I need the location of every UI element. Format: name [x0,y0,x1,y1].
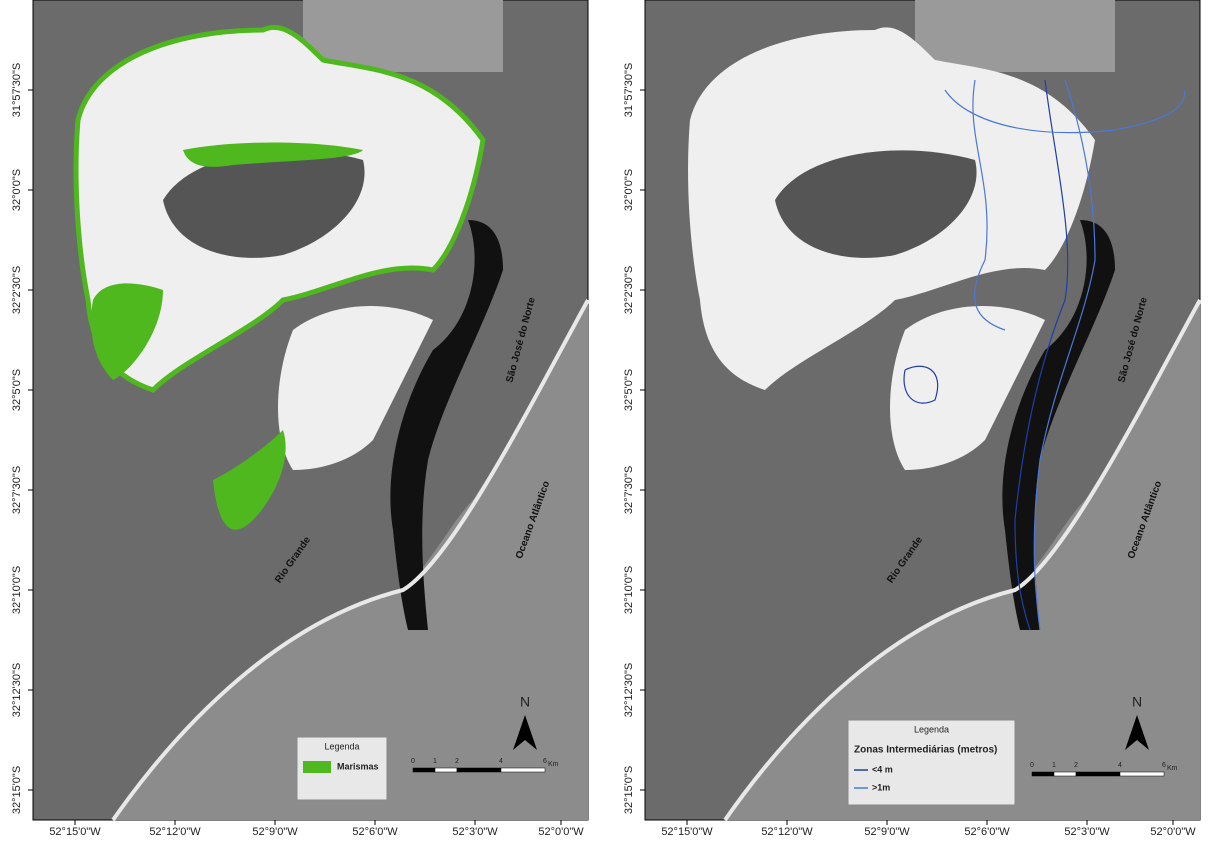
x-label: 52°3'0"W [1064,826,1110,838]
y-label: 32°5'0"S [11,369,23,411]
scale-segment [413,768,435,772]
x-label: 52°15'0"W [49,826,101,838]
scale-label: 1 [1052,762,1056,769]
x-label: 52°0'0"W [1150,826,1196,838]
scale-unit: Km [1167,765,1178,772]
scale-segment [501,768,545,772]
y-label: 32°2'30"S [11,266,23,314]
y-label: 31°57'30"S [11,63,23,117]
legend-item: <4 m [872,764,893,774]
legend-item: Marismas [337,761,379,771]
y-label: 32°10'0"S [11,566,23,614]
legend-title: Legenda [914,724,949,734]
y-label: 32°15'0"S [11,766,23,814]
x-label: 52°12'0"W [149,826,201,838]
scale-segment [1120,772,1164,776]
x-label: 52°6'0"W [964,826,1010,838]
y-label: 32°2'30"S [623,266,635,314]
image-strip [915,0,1115,72]
x-label: 52°3'0"W [452,826,498,838]
y-label: 32°15'0"S [623,766,635,814]
y-label: 32°10'0"S [623,566,635,614]
x-label: 52°9'0"W [252,826,298,838]
y-label: 32°5'0"S [623,369,635,411]
scale-label: 2 [1074,762,1078,769]
y-label: 32°0'0"S [11,169,23,211]
y-label: 32°12'30"S [623,663,635,717]
x-label: 52°9'0"W [864,826,910,838]
scale-segment [1054,772,1076,776]
scale-segment [1032,772,1054,776]
x-label: 52°6'0"W [352,826,398,838]
scale-unit: Km [548,761,559,768]
scale-label: 6 [543,758,547,765]
scale-segment [457,768,501,772]
scale-label: 1 [433,758,437,765]
map-figure: São José do NorteOceano AtlânticoRio Gra… [0,0,1218,841]
y-label: 32°7'30"S [623,466,635,514]
y-label: 32°12'30"S [11,663,23,717]
x-label: 52°12'0"W [761,826,813,838]
scale-segment [1076,772,1120,776]
x-label: 52°0'0"W [538,826,584,838]
y-label: 32°0'0"S [623,169,635,211]
legend-item: >1m [872,782,890,792]
legend-subtitle: Zonas Intermediárias (metros) [854,745,997,756]
x-label: 52°15'0"W [661,826,713,838]
north-label: N [520,694,530,710]
scale-label: 2 [455,758,459,765]
scale-label: 0 [1030,762,1034,769]
scale-label: 4 [499,758,503,765]
y-label: 31°57'30"S [623,63,635,117]
scale-label: 6 [1162,762,1166,769]
legend-title: Legenda [324,741,359,751]
scale-segment [435,768,457,772]
north-label: N [1132,694,1142,710]
legend-swatch [303,761,331,773]
scale-label: 4 [1118,762,1122,769]
y-label: 32°7'30"S [11,466,23,514]
scale-label: 0 [411,758,415,765]
